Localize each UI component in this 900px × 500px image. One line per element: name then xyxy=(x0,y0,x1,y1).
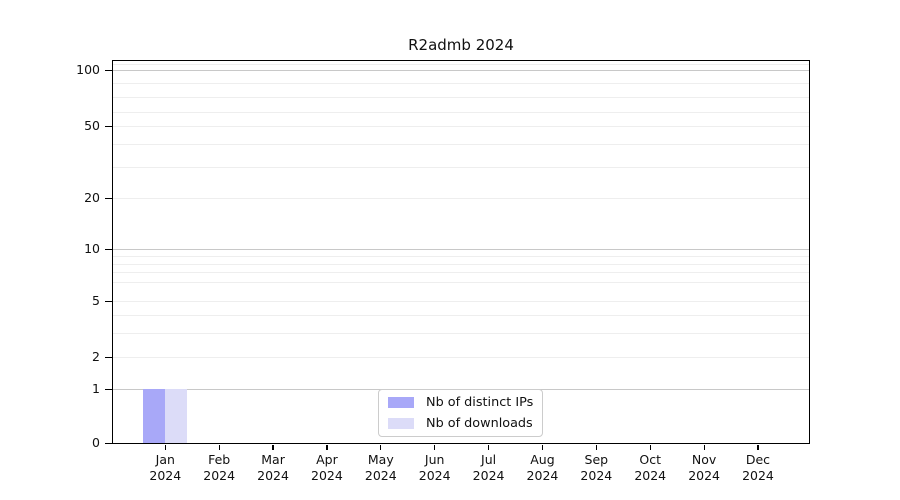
y-tick-label: 2 xyxy=(92,349,100,364)
x-tick-year: 2024 xyxy=(149,467,182,483)
x-tick-month: Apr xyxy=(316,452,338,467)
x-tick-label: Oct 2024 xyxy=(623,452,677,483)
x-tick-year: 2024 xyxy=(472,467,505,483)
x-tick-label: Jan 2024 xyxy=(138,452,192,483)
x-tick-mark xyxy=(434,444,436,450)
y-tick-label: 5 xyxy=(92,293,100,308)
x-tick-label: Jun 2024 xyxy=(408,452,462,483)
x-tick-year: 2024 xyxy=(257,467,289,483)
y-tick-label: 20 xyxy=(84,190,100,205)
x-tick-label: Feb 2024 xyxy=(192,452,246,483)
y-tick-mark xyxy=(105,300,112,302)
y-tick-mark xyxy=(105,388,112,390)
y-tick-mark xyxy=(105,356,112,358)
y-tick-mark xyxy=(105,442,112,444)
x-tick-mark xyxy=(487,444,490,450)
x-tick-year: 2024 xyxy=(311,467,343,483)
x-tick-year: 2024 xyxy=(418,467,451,483)
x-tick-label: Dec 2024 xyxy=(731,452,785,483)
x-tick-year: 2024 xyxy=(364,467,397,483)
x-tick-month: Dec xyxy=(745,452,771,467)
minor-gridline xyxy=(112,198,810,199)
x-tick-month: Oct xyxy=(639,452,662,467)
y-tick-mark xyxy=(105,69,112,71)
bar-downloads xyxy=(165,389,188,443)
minor-gridline xyxy=(112,97,810,98)
minor-gridline xyxy=(112,126,810,127)
minor-gridline xyxy=(112,315,810,316)
minor-gridline xyxy=(112,167,810,168)
minor-gridline xyxy=(112,282,810,283)
x-tick-mark xyxy=(218,444,220,450)
x-tick-month: Jan xyxy=(155,452,175,467)
x-tick-label: Apr 2024 xyxy=(300,452,354,483)
x-tick-year: 2024 xyxy=(203,467,236,483)
chart-title: R2admb 2024 xyxy=(408,36,514,54)
minor-gridline xyxy=(112,272,810,273)
x-tick-mark xyxy=(164,444,166,450)
x-tick-mark xyxy=(541,444,544,450)
minor-gridline xyxy=(112,112,810,113)
x-tick-mark xyxy=(703,444,705,450)
legend-swatch-distinct-ips xyxy=(388,397,414,408)
minor-gridline xyxy=(112,83,810,84)
x-tick-label: May 2024 xyxy=(354,452,408,483)
x-tick-month: Jun xyxy=(424,452,445,467)
x-tick-mark xyxy=(326,444,328,450)
x-tick-month: Feb xyxy=(208,452,231,467)
y-tick-mark xyxy=(105,125,112,127)
x-tick-label: Nov 2024 xyxy=(677,452,731,483)
x-tick-label: Aug 2024 xyxy=(515,452,569,483)
x-tick-year: 2024 xyxy=(580,467,613,483)
x-tick-mark xyxy=(595,444,597,450)
x-tick-month: Jul xyxy=(481,452,497,467)
x-tick-month: Nov xyxy=(691,452,717,467)
legend-item-distinct-ips: Nb of distinct IPs xyxy=(379,394,542,412)
y-tick-mark xyxy=(105,248,112,250)
x-tick-mark xyxy=(380,444,382,450)
x-tick-mark xyxy=(757,444,759,450)
y-tick-label: 0 xyxy=(92,435,100,450)
y-tick-label: 50 xyxy=(84,118,100,133)
x-tick-month: Aug xyxy=(530,452,555,467)
x-tick-month: Sep xyxy=(584,452,609,467)
x-tick-label: Sep 2024 xyxy=(569,452,623,483)
x-tick-mark xyxy=(649,444,651,450)
legend-swatch-downloads xyxy=(388,418,414,429)
legend-label-downloads: Nb of downloads xyxy=(426,416,533,431)
minor-gridline xyxy=(112,144,810,145)
y-tick-label: 10 xyxy=(84,241,100,256)
x-tick-year: 2024 xyxy=(742,467,774,483)
major-gridline xyxy=(112,70,810,71)
x-tick-year: 2024 xyxy=(634,467,667,483)
x-tick-label: Jul 2024 xyxy=(462,452,516,483)
minor-gridline xyxy=(112,301,810,302)
x-tick-mark xyxy=(272,444,274,450)
x-tick-label: Mar 2024 xyxy=(246,452,300,483)
minor-gridline xyxy=(112,256,810,257)
y-tick-label: 1 xyxy=(92,381,100,396)
x-tick-month: Mar xyxy=(261,452,285,467)
minor-gridline xyxy=(112,264,810,265)
x-tick-month: May xyxy=(367,452,394,467)
minor-gridline xyxy=(112,333,810,334)
legend: Nb of distinct IPs Nb of downloads xyxy=(378,389,543,437)
legend-label-distinct-ips: Nb of distinct IPs xyxy=(426,395,534,410)
minor-gridline xyxy=(112,357,810,358)
y-tick-label: 100 xyxy=(76,62,100,77)
bar-distinct-ips xyxy=(143,389,166,443)
major-gridline xyxy=(112,249,810,250)
x-tick-year: 2024 xyxy=(526,467,559,483)
legend-item-downloads: Nb of downloads xyxy=(379,415,542,433)
x-tick-year: 2024 xyxy=(688,467,720,483)
minor-gridline xyxy=(112,64,810,65)
y-tick-mark xyxy=(105,197,112,199)
